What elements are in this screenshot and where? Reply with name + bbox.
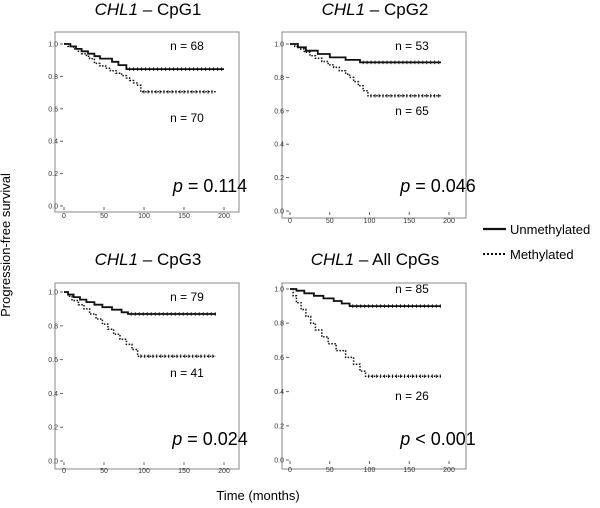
methylated-curve bbox=[290, 43, 441, 97]
y-tick-label: 0.6 bbox=[274, 108, 284, 115]
x-tick-label: 150 bbox=[178, 213, 190, 220]
x-tick-label: 100 bbox=[364, 467, 376, 474]
n-label-unmethylated: n = 79 bbox=[170, 290, 204, 304]
methylated-curve bbox=[64, 43, 216, 93]
panel-3-title: CHL1 – CpG3 bbox=[95, 250, 202, 269]
legend-label-methylated: Methylated bbox=[510, 247, 574, 262]
panel-frame bbox=[281, 31, 467, 219]
x-tick-label: 200 bbox=[218, 213, 230, 220]
y-tick-label: 0.0 bbox=[48, 459, 58, 466]
y-tick-label: 0.0 bbox=[48, 204, 58, 211]
x-tick-label: 150 bbox=[178, 468, 190, 475]
y-tick-label: 1.0 bbox=[274, 42, 284, 49]
p-value-label: p = 0.114 bbox=[172, 176, 247, 196]
y-tick-label: 0.8 bbox=[274, 321, 284, 328]
unmethylated-curve bbox=[64, 291, 216, 315]
panel-2-title: CHL1 – CpG2 bbox=[322, 0, 429, 19]
panel-3: 0.0 0.2 0.4 0.6 0.8 1.0 0 50 100 150 200 n = 79 n = … bbox=[48, 282, 248, 475]
y-tick-label: 0.2 bbox=[48, 171, 58, 178]
y-tick-label: 0.4 bbox=[274, 389, 284, 396]
y-tick-label: 0.2 bbox=[274, 175, 284, 182]
y-tick-label: 1.0 bbox=[48, 42, 58, 49]
x-tick-label: 200 bbox=[218, 468, 230, 475]
unmethylated-curve bbox=[290, 288, 441, 307]
x-tick-label: 0 bbox=[288, 467, 292, 474]
x-tick-label: 50 bbox=[326, 218, 334, 225]
y-tick-label: 0.6 bbox=[48, 357, 58, 364]
panel-frame bbox=[281, 282, 467, 470]
y-tick-label: 0.0 bbox=[274, 458, 284, 465]
y-tick-label: 0.0 bbox=[274, 209, 284, 216]
n-label-methylated: n = 41 bbox=[170, 366, 204, 380]
y-axis-label: Progression-free survival bbox=[0, 173, 13, 317]
x-tick-label: 50 bbox=[326, 467, 334, 474]
n-label-methylated: n = 70 bbox=[170, 111, 204, 125]
n-label-unmethylated: n = 53 bbox=[395, 39, 429, 53]
panel-4: 0.0 0.2 0.4 0.6 0.8 1.0 0 50 100 150 200 n = 85 n = … bbox=[274, 282, 476, 474]
x-tick-label: 100 bbox=[138, 468, 150, 475]
n-label-methylated: n = 65 bbox=[395, 104, 429, 118]
x-tick-label: 0 bbox=[288, 218, 292, 225]
x-tick-label: 0 bbox=[62, 468, 66, 475]
x-tick-label: 50 bbox=[100, 468, 108, 475]
x-tick-label: 200 bbox=[443, 467, 455, 474]
p-value-label: p = 0.024 bbox=[171, 429, 248, 449]
methylated-curve bbox=[64, 291, 216, 357]
y-tick-label: 0.2 bbox=[274, 423, 284, 430]
n-label-unmethylated: n = 85 bbox=[395, 282, 429, 296]
p-value-label: p = 0.046 bbox=[399, 176, 476, 196]
panel-1: 0.0 0.2 0.4 0.6 0.8 1.0 0 50 100 150 200 n = 68 n = … bbox=[48, 31, 247, 220]
y-tick-label: 0.8 bbox=[48, 323, 58, 330]
legend: Unmethylated Methylated bbox=[483, 222, 590, 262]
methylated-curve bbox=[290, 288, 441, 377]
x-tick-label: 0 bbox=[62, 213, 66, 220]
y-tick-label: 0.8 bbox=[48, 74, 58, 81]
panel-2: 0.0 0.2 0.4 0.6 0.8 1.0 0 50 100 150 200 n = 53 n = … bbox=[274, 31, 476, 225]
x-tick-label: 100 bbox=[138, 213, 150, 220]
n-label-unmethylated: n = 68 bbox=[170, 39, 204, 53]
x-tick-label: 50 bbox=[100, 213, 108, 220]
n-label-methylated: n = 26 bbox=[395, 389, 429, 403]
panel-1-title: CHL1 – CpG1 bbox=[95, 0, 202, 19]
y-tick-label: 0.2 bbox=[48, 425, 58, 432]
panel-frame bbox=[54, 282, 240, 470]
p-value-label: p < 0.001 bbox=[399, 429, 476, 449]
panel-4-title: CHL1 – All CpGs bbox=[311, 250, 440, 269]
y-tick-label: 0.4 bbox=[48, 139, 58, 146]
y-tick-label: 0.6 bbox=[274, 355, 284, 362]
panels: 0.0 0.2 0.4 0.6 0.8 1.0 0 50 100 150 200 n = 68 n = … bbox=[48, 31, 476, 475]
y-tick-label: 1.0 bbox=[274, 287, 284, 294]
panel-frame bbox=[54, 31, 240, 213]
y-tick-label: 0.4 bbox=[48, 391, 58, 398]
x-axis-label: Time (months) bbox=[216, 488, 299, 503]
x-tick-label: 150 bbox=[403, 467, 415, 474]
x-tick-label: 150 bbox=[403, 218, 415, 225]
y-tick-label: 0.8 bbox=[274, 75, 284, 82]
y-tick-label: 1.0 bbox=[48, 290, 58, 297]
x-tick-label: 200 bbox=[443, 218, 455, 225]
y-tick-label: 0.4 bbox=[274, 142, 284, 149]
unmethylated-curve bbox=[64, 43, 224, 70]
legend-label-unmethylated: Unmethylated bbox=[510, 222, 590, 237]
x-tick-label: 100 bbox=[364, 218, 376, 225]
y-tick-label: 0.6 bbox=[48, 106, 58, 113]
